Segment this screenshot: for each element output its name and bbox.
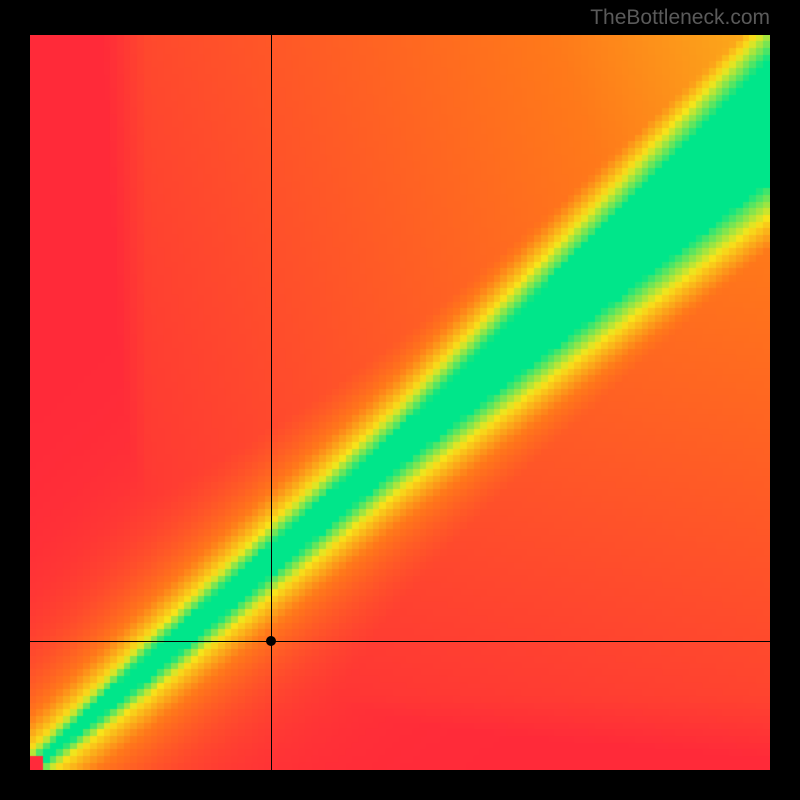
heatmap-canvas (30, 35, 770, 770)
chart-container: TheBottleneck.com (0, 0, 800, 800)
crosshair-marker (266, 636, 276, 646)
crosshair-horizontal (30, 641, 770, 642)
attribution-text: TheBottleneck.com (590, 6, 770, 30)
heatmap-plot (30, 35, 770, 770)
crosshair-vertical (271, 35, 272, 770)
